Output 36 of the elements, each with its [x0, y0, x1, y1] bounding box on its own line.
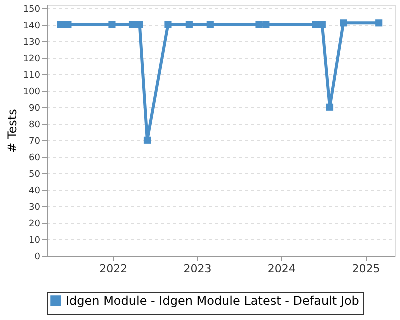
y-tick-label: 0: [34, 252, 41, 262]
point: [312, 21, 320, 28]
y-tick-label: 140: [23, 21, 41, 32]
y-tick-label: 150: [23, 4, 41, 15]
point: [340, 20, 348, 27]
y-tick-label: 100: [23, 87, 41, 98]
point: [64, 21, 72, 28]
point: [376, 20, 383, 27]
y-tick-label: 110: [23, 70, 41, 81]
x-tick-label: 2023: [184, 262, 212, 276]
point: [326, 104, 334, 111]
point: [164, 21, 172, 28]
point: [136, 21, 144, 28]
point: [256, 21, 263, 28]
x-tick-label: 2022: [100, 262, 128, 276]
point: [318, 21, 326, 28]
x-tick-label: 2024: [268, 262, 296, 276]
point: [262, 21, 270, 28]
point: [144, 136, 152, 144]
y-tick-label: 120: [23, 54, 41, 64]
point: [108, 21, 116, 28]
y-tick-label: 30: [29, 202, 41, 213]
y-tick-label: 40: [29, 186, 41, 196]
y-tick-label: 90: [29, 104, 41, 114]
y-tick-label: 70: [29, 136, 41, 147]
x-tick-label: 2025: [352, 262, 380, 276]
y-tick-label: 60: [29, 153, 41, 164]
legend-label: Idgen Module - Idgen Module Latest - Default Job: [66, 294, 360, 308]
y-tick-label: 80: [29, 120, 41, 130]
y-tick-label: 20: [29, 219, 41, 230]
y-tick-label: 10: [29, 236, 41, 246]
y-tick-label: 50: [29, 170, 41, 180]
y-axis-title: # Tests: [5, 109, 20, 153]
point: [186, 21, 193, 28]
point: [206, 21, 214, 28]
y-tick-label: 130: [23, 38, 41, 48]
